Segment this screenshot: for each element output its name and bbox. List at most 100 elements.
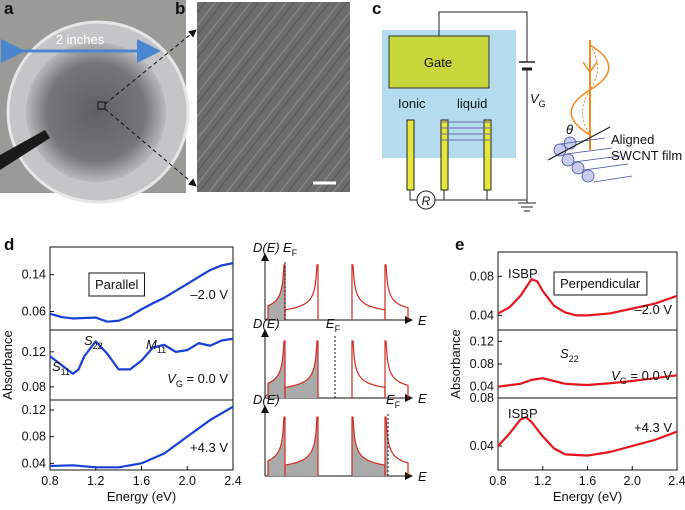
y-tick-label: 0.08 [22,430,46,444]
photo: 2 inches [0,0,190,204]
annotation-sub: 22 [93,341,103,351]
spectrum-line [49,337,234,375]
dos-xlabel: E [418,313,427,328]
spectrum-line [497,374,678,388]
dos-fill [385,417,388,476]
x-tick-label: 1.6 [133,474,150,488]
y-tick-label: 0.08 [22,380,46,394]
ionic-label: Ionic [398,96,426,111]
x-axis-label: Energy (eV) [107,489,176,504]
dos-curve [284,264,319,320]
dos-curve [267,416,286,476]
annotation-sub: 11 [61,367,70,377]
plot-frame [497,329,678,399]
x-tick-label: 0.8 [41,474,58,488]
annotation-main: –2.0 V [634,302,672,317]
fermi-label: EF [283,240,298,258]
dos-curve [284,340,319,398]
annotation-main: –2.0 V [190,287,228,302]
fermi-label-sub: F [395,400,401,410]
annotation-main: V [167,371,177,386]
film-label: Aligned [611,132,654,147]
annotation: VG = 0.0 V [167,371,228,389]
dos-curve [384,264,409,320]
y-tick-label: 0.14 [22,268,46,282]
x-tick-label: 2.4 [224,474,241,488]
y-axis-label: Absorbance [0,330,15,399]
resistor-label: R [422,194,431,208]
annotation: –2.0 V [190,287,228,302]
annotation-main: ISBP [508,406,538,421]
fermi-label-main: E [283,240,292,255]
annotation: S22 [560,346,579,364]
voltage-sub: G [539,99,546,109]
annotation-sub: 22 [569,354,579,364]
annotation: M11 [146,337,166,355]
y-tick-label: 0.04 [470,380,494,394]
dos-curve [267,340,286,398]
fermi-label-main: E [386,392,395,407]
y-tick-label: 0.12 [470,334,494,348]
annotation-main: S [84,333,93,348]
dos-xlabel: E [418,391,427,406]
panel-label: c [372,0,381,18]
zoom-line [104,108,197,187]
dos-curve [351,264,386,320]
y-tick-label: 0.08 [470,391,494,405]
annotation-main: S [52,359,61,374]
angle-label: θ [566,122,573,137]
fermi-label-sub: F [292,248,298,258]
annotation: ISBP [508,266,538,281]
annotation-main: Parallel [95,277,138,292]
x-tick-label: 0.8 [489,474,506,488]
dos-fill [268,417,285,476]
annotation-main: V [611,368,621,383]
x-tick-label: 1.6 [579,474,596,488]
dos-fill [285,417,318,476]
y-tick-label: 0.12 [22,403,46,417]
dos-curve [351,416,386,476]
y-tick-label: 0.06 [22,305,46,319]
annotation: VG = 0.0 V [611,368,672,386]
annotation-main: M [146,337,157,352]
dos-fill [285,341,318,398]
spectrum-line [49,405,234,469]
annotation-main: Perpendicular [560,276,641,291]
dos-curve [267,264,286,320]
x-tick-label: 2.0 [624,474,641,488]
y-tick-label: 0.08 [470,357,494,371]
dos-ylabel: D(E) [253,392,280,407]
gate-label: Gate [424,55,452,70]
y-tick-label: 0.08 [470,269,494,283]
annotation-sub: G [176,379,183,389]
annotation: S11 [52,359,70,377]
dos-curve [351,340,386,398]
annotation: Parallel [95,277,138,292]
annotation-main: +4.3 V [190,440,228,455]
spectrum-line [497,416,678,457]
annotation-main: +4.3 V [634,420,672,435]
annotation-sub: 11 [157,345,166,355]
zoom-line [104,29,197,105]
x-tick-label: 2.0 [179,474,196,488]
liquid-label: liquid [457,96,487,111]
annotation: S22 [84,333,103,351]
annotation-main: ISBP [508,266,538,281]
x-tick-label: 1.2 [87,474,104,488]
annotation-box [88,272,145,297]
dos-curve [384,340,409,398]
annotation-rest: = 0.0 V [627,368,672,383]
sem-image [197,2,350,192]
annotation-main: S [560,346,569,361]
annotation-rest: = 0.0 V [183,371,228,386]
voltage-symbol: V [530,91,540,106]
panel-label: a [4,0,14,18]
annotation: Perpendicular [560,276,641,291]
panel-c-labels: Gate Ionic liquid VG R θ Aligned SWCNT f… [398,55,682,208]
panel-label: e [455,235,464,254]
x-axis-label: Energy (eV) [553,489,622,504]
y-tick-label: 0.04 [470,439,494,453]
dos-curve [284,416,319,476]
circuit-diagram [382,11,633,212]
